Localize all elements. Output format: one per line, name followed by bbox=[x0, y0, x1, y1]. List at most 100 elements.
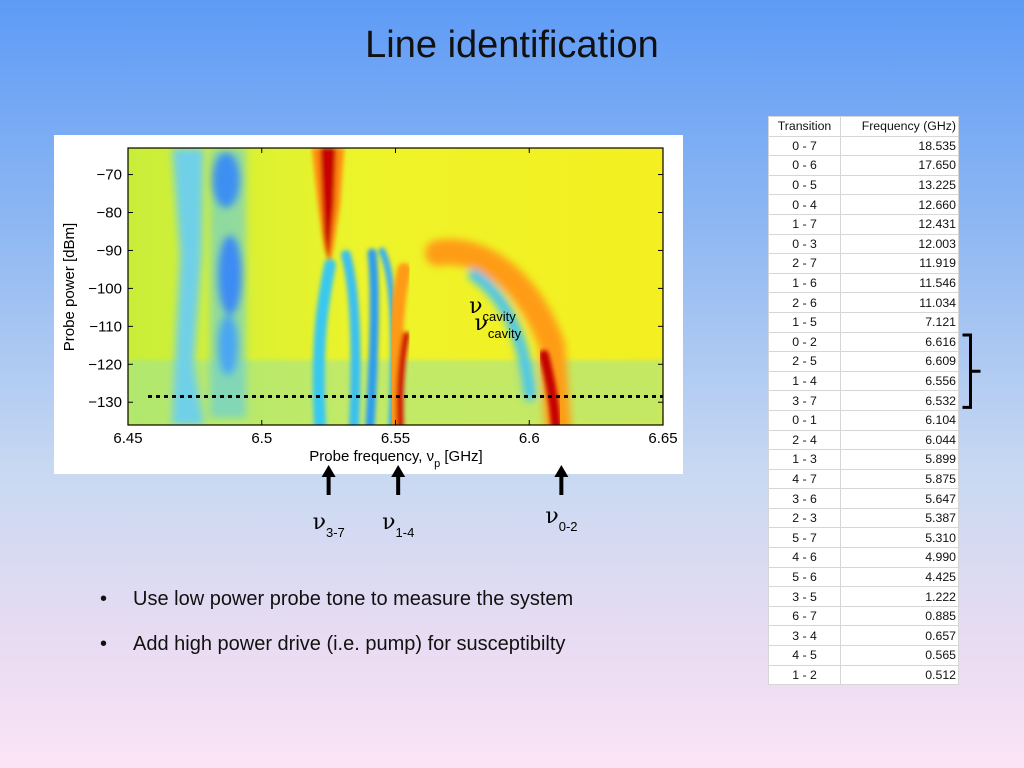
transition-cell: 3 - 7 bbox=[768, 390, 841, 411]
column-header: Frequency (GHz) bbox=[840, 116, 959, 137]
y-tick-label: −70 bbox=[97, 167, 122, 184]
transition-cell: 0 - 5 bbox=[768, 174, 841, 196]
cavity-annotation: νcavity bbox=[474, 311, 521, 341]
bracket-icon bbox=[962, 333, 981, 409]
frequency-cell: 5.647 bbox=[840, 488, 959, 509]
transition-cell: 1 - 2 bbox=[768, 664, 841, 686]
transition-cell: 1 - 3 bbox=[768, 449, 841, 470]
transition-cell: 0 - 1 bbox=[768, 409, 841, 431]
frequency-cell: 5.310 bbox=[840, 527, 959, 549]
heatmap-svg: 6.45 6.5 6.55 6.6 6.65 −70 −80 −90 −100 −110 −120… bbox=[61, 147, 678, 470]
x-tick-label: 6.45 bbox=[113, 430, 142, 447]
transition-cell: 0 - 4 bbox=[768, 194, 841, 215]
table-row: 4 - 7 5.875 bbox=[768, 468, 959, 490]
transition-cell: 1 - 6 bbox=[768, 272, 841, 294]
heatmap-figure: 6.45 6.5 6.55 6.6 6.65 −70 −80 −90 −100 −110 −120… bbox=[54, 135, 683, 474]
y-axis: −70 −80 −90 −100 −110 −120 −130 bbox=[88, 167, 663, 411]
transition-cell: 0 - 2 bbox=[768, 331, 841, 353]
table-row: 3 - 7 6.532 bbox=[768, 390, 959, 411]
frequency-cell: 12.431 bbox=[840, 213, 959, 235]
table-row: 5 - 7 5.310 bbox=[768, 527, 959, 549]
frequency-cell: 18.535 bbox=[840, 135, 959, 157]
transition-cell: 1 - 4 bbox=[768, 370, 841, 392]
frequency-cell: 6.609 bbox=[840, 351, 959, 372]
frequency-cell: 0.657 bbox=[840, 625, 959, 647]
marker-label: ν3-7 bbox=[313, 510, 345, 540]
frequency-marker: ν0-2 bbox=[545, 465, 578, 534]
table-row: 1 - 3 5.899 bbox=[768, 449, 959, 470]
transition-cell: 2 - 6 bbox=[768, 292, 841, 313]
transition-cell: 2 - 5 bbox=[768, 351, 841, 372]
table-row: 2 - 3 5.387 bbox=[768, 507, 959, 529]
transition-cell: 2 - 4 bbox=[768, 429, 841, 451]
table-row: 1 - 6 11.546 bbox=[768, 272, 959, 294]
table-row: 2 - 5 6.609 bbox=[768, 351, 959, 372]
y-tick-label: −80 bbox=[97, 205, 122, 222]
y-tick-label: −130 bbox=[88, 394, 122, 411]
frequency-cell: 5.899 bbox=[840, 449, 959, 470]
frequency-cell: 11.034 bbox=[840, 292, 959, 313]
table-row: 0 - 6 17.650 bbox=[768, 155, 959, 176]
frequency-cell: 11.919 bbox=[840, 253, 959, 274]
table-row: 0 - 4 12.660 bbox=[768, 194, 959, 215]
frequency-cell: 4.425 bbox=[840, 566, 959, 588]
table-header-row: Transition Frequency (GHz) bbox=[768, 116, 959, 137]
frequency-cell: 5.387 bbox=[840, 507, 959, 529]
frequency-cell: 6.044 bbox=[840, 429, 959, 451]
transition-cell: 1 - 5 bbox=[768, 311, 841, 333]
table-row: 2 - 4 6.044 bbox=[768, 429, 959, 451]
transition-cell: 2 - 7 bbox=[768, 253, 841, 274]
y-tick-label: −110 bbox=[89, 318, 122, 335]
transition-cell: 3 - 4 bbox=[768, 625, 841, 647]
cavity-annotation: νcavity bbox=[469, 294, 516, 324]
x-axis-label: Probe frequency, νp [GHz] bbox=[309, 448, 482, 470]
heatmap-plot-area bbox=[128, 148, 663, 425]
frequency-marker: ν3-7 bbox=[313, 465, 345, 540]
table-row: 3 - 4 0.657 bbox=[768, 625, 959, 647]
transition-cell: 0 - 7 bbox=[768, 135, 841, 157]
slide-title: Line identification bbox=[365, 24, 659, 66]
frequency-cell: 0.565 bbox=[840, 645, 959, 666]
frequency-cell: 12.660 bbox=[840, 194, 959, 215]
transition-frequency-table: Transition Frequency (GHz) 0 - 7 18.535 0 … bbox=[768, 116, 959, 686]
frequency-cell: 6.104 bbox=[840, 409, 959, 431]
y-axis-label: Probe power [dBm] bbox=[61, 223, 78, 351]
transition-cell: 1 - 7 bbox=[768, 213, 841, 235]
transition-cell: 4 - 6 bbox=[768, 547, 841, 568]
y-tick-label: −90 bbox=[97, 242, 122, 259]
table-row: 5 - 6 4.425 bbox=[768, 566, 959, 588]
frequency-cell: 6.616 bbox=[840, 331, 959, 353]
bullet-list: Use low power probe tone to measure the … bbox=[100, 588, 573, 678]
table-row: 1 - 7 12.431 bbox=[768, 213, 959, 235]
transition-cell: 3 - 5 bbox=[768, 586, 841, 607]
x-tick-label: 6.55 bbox=[381, 430, 410, 447]
x-tick-label: 6.5 bbox=[251, 430, 272, 447]
transition-cell: 3 - 6 bbox=[768, 488, 841, 509]
frequency-cell: 6.556 bbox=[840, 370, 959, 392]
table-row: 4 - 6 4.990 bbox=[768, 547, 959, 568]
transition-cell: 5 - 7 bbox=[768, 527, 841, 549]
marker-label: ν0-2 bbox=[545, 504, 577, 534]
column-header: Transition bbox=[768, 116, 841, 137]
y-tick-label: −100 bbox=[88, 280, 122, 297]
transition-cell: 6 - 7 bbox=[768, 605, 841, 627]
bullet-item: Use low power probe tone to measure the … bbox=[100, 588, 573, 611]
frequency-cell: 17.650 bbox=[840, 155, 959, 176]
table-row: 1 - 4 6.556 bbox=[768, 370, 959, 392]
table-row: 0 - 7 18.535 bbox=[768, 135, 959, 157]
frequency-cell: 6.532 bbox=[840, 390, 959, 411]
x-tick-label: 6.65 bbox=[648, 430, 677, 447]
table-row: 0 - 1 6.104 bbox=[768, 409, 959, 431]
table-row: 2 - 6 11.034 bbox=[768, 292, 959, 313]
frequency-cell: 1.222 bbox=[840, 586, 959, 607]
transition-cell: 0 - 6 bbox=[768, 155, 841, 176]
table-row: 1 - 5 7.121 bbox=[768, 311, 959, 333]
frequency-cell: 0.885 bbox=[840, 605, 959, 627]
table-row: 0 - 3 12.003 bbox=[768, 233, 959, 255]
table-row: 3 - 5 1.222 bbox=[768, 586, 959, 607]
frequency-cell: 13.225 bbox=[840, 174, 959, 196]
y-tick-label: −120 bbox=[88, 356, 122, 373]
transition-cell: 2 - 3 bbox=[768, 507, 841, 529]
frequency-cell: 12.003 bbox=[840, 233, 959, 255]
